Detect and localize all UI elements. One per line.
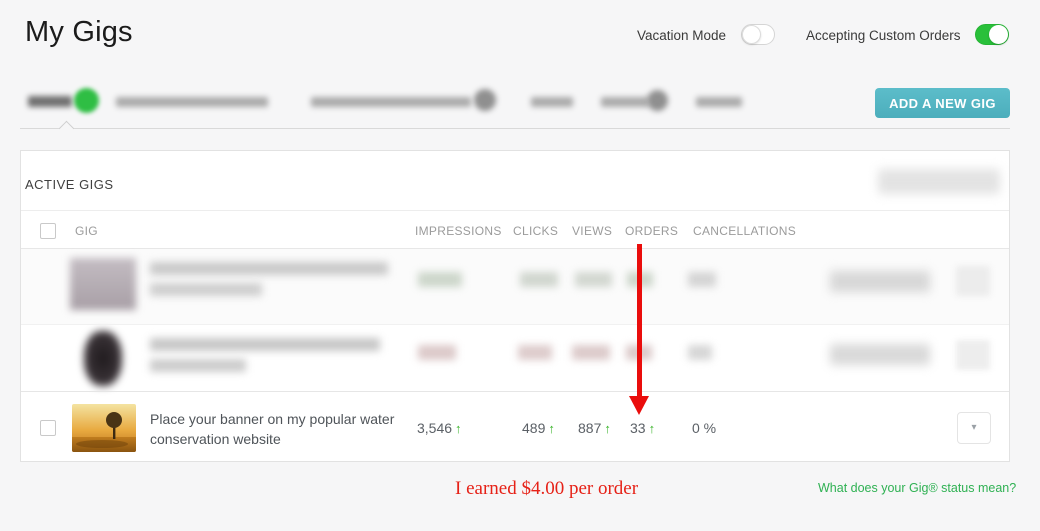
active-tab-count-badge: [74, 88, 99, 113]
section-title: ACTIVE GIGS: [25, 177, 114, 192]
toggle-knob-icon: [989, 25, 1008, 44]
gig-title-blurred: [150, 283, 262, 296]
metric-blurred: [418, 345, 456, 360]
divider: [21, 248, 1009, 249]
row-dropdown-button[interactable]: ▾: [957, 412, 991, 444]
gig-title-blurred: [150, 338, 380, 351]
column-header-clicks: CLICKS: [513, 224, 559, 238]
clicks-value: 489 ↑: [522, 420, 555, 436]
select-all-checkbox[interactable]: [40, 223, 56, 239]
vacation-mode-toggle[interactable]: [741, 24, 775, 45]
tab-blurred-2[interactable]: [116, 97, 268, 107]
tab-blurred-4[interactable]: [531, 97, 573, 107]
tab-count-badge-gray: [474, 89, 496, 111]
tab-blurred-6[interactable]: [696, 97, 742, 107]
toggle-knob-icon: [742, 25, 761, 44]
row-dropdown-button-blurred[interactable]: [956, 340, 990, 370]
metric-blurred: [688, 345, 712, 360]
up-arrow-icon: ↑: [548, 421, 555, 436]
row-action-button-blurred[interactable]: [830, 271, 930, 292]
tab-blurred-3[interactable]: [311, 97, 471, 107]
gig-title-blurred: [150, 262, 388, 275]
orders-number: 33: [630, 420, 646, 436]
gig-status-help-link[interactable]: What does your Gig® status mean?: [818, 481, 1017, 495]
impressions-number: 3,546: [417, 420, 453, 436]
row-dropdown-button-blurred[interactable]: [956, 266, 990, 296]
page-title: My Gigs: [25, 16, 133, 48]
tab-divider: [20, 128, 1010, 129]
views-value: 887 ↑: [578, 420, 611, 436]
up-arrow-icon: ↑: [455, 421, 462, 436]
gig-title-blurred: [150, 359, 246, 372]
views-number: 887: [578, 420, 602, 436]
impressions-value: 3,546 ↑: [417, 420, 462, 436]
row-divider: [21, 324, 1009, 325]
tab-count-badge-gray: [647, 90, 668, 111]
row-divider: [21, 391, 1009, 392]
caret-down-icon: ▾: [971, 422, 977, 433]
cancellations-value: 0 %: [692, 420, 717, 436]
metric-blurred: [575, 272, 612, 287]
row-checkbox[interactable]: [40, 420, 56, 436]
annotation-arrow-line: [637, 244, 642, 396]
metric-blurred: [688, 272, 716, 287]
annotation-arrow-head-icon: [629, 396, 649, 415]
column-header-gig: GIG: [75, 224, 98, 238]
gig-thumbnail-blurred: [70, 258, 136, 310]
column-header-impressions: IMPRESSIONS: [415, 224, 502, 238]
gig-title[interactable]: Place your banner on my popular water co…: [150, 411, 395, 447]
tab-active-blurred[interactable]: [28, 96, 72, 107]
metric-blurred: [572, 345, 610, 360]
divider: [21, 210, 1009, 211]
accepting-custom-orders-label: Accepting Custom Orders: [806, 28, 961, 43]
row-action-button-blurred[interactable]: [830, 344, 930, 365]
add-new-gig-button[interactable]: ADD A NEW GIG: [875, 88, 1010, 118]
annotation-caption: I earned $4.00 per order: [455, 478, 639, 499]
up-arrow-icon: ↑: [648, 421, 656, 436]
metric-blurred: [520, 272, 558, 287]
orders-value: 33 ↑: [630, 420, 655, 436]
accepting-custom-orders-toggle[interactable]: [975, 24, 1009, 45]
tab-blurred-5[interactable]: [601, 97, 649, 107]
sort-dropdown-blurred[interactable]: [878, 169, 1000, 194]
clicks-number: 489: [522, 420, 546, 436]
up-arrow-icon: ↑: [604, 421, 611, 436]
active-tab-caret: [58, 120, 75, 137]
column-header-cancellations: CANCELLATIONS: [693, 224, 797, 238]
column-header-orders: ORDERS: [625, 224, 679, 238]
gig-thumbnail[interactable]: [72, 404, 136, 452]
gig-thumbnail-blurred: [84, 331, 122, 386]
metric-blurred: [518, 345, 552, 360]
column-header-views: VIEWS: [572, 224, 613, 238]
vacation-mode-label: Vacation Mode: [637, 28, 727, 43]
metric-blurred: [418, 272, 462, 287]
